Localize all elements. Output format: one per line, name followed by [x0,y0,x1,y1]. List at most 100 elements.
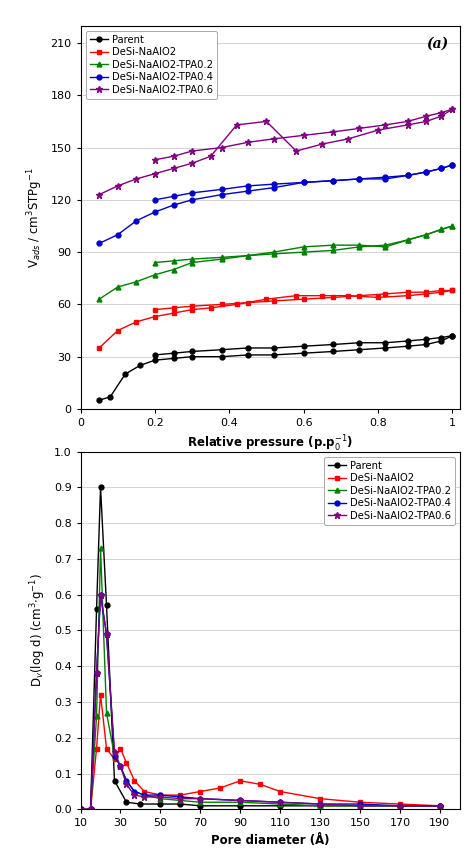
Parent [189,352,195,362]
Parent [137,360,143,371]
Line: DeSi-NaAlO2-TPA0.2: DeSi-NaAlO2-TPA0.2 [78,546,442,812]
DeSi-NaAlO2-TPA0.2 [405,235,410,245]
DeSi-NaAlO2 [237,775,243,786]
DeSi-NaAlO2 [112,754,118,764]
DeSi-NaAlO2 [264,294,269,304]
DeSi-NaAlO2-TPA0.6 [437,801,443,811]
Parent [178,799,183,809]
Parent [198,801,203,811]
DeSi-NaAlO2-TPA0.6 [94,668,100,678]
Parent [237,801,243,811]
DeSi-NaAlO2 [346,291,351,301]
DeSi-NaAlO2-TPA0.4 [330,176,336,186]
Parent [137,799,143,809]
DeSi-NaAlO2-TPA0.6 [78,804,83,815]
DeSi-NaAlO2-TPA0.4 [189,195,195,205]
DeSi-NaAlO2 [115,325,120,336]
DeSi-NaAlO2-TPA0.2 [171,264,176,274]
DeSi-NaAlO2-TPA0.4 [115,229,120,239]
DeSi-NaAlO2-TPA0.4 [178,792,183,802]
X-axis label: Pore diameter (Å): Pore diameter (Å) [211,834,329,847]
Parent [104,601,109,611]
DeSi-NaAlO2-TPA0.4 [437,801,443,811]
DeSi-NaAlO2-TPA0.4 [198,793,203,803]
DeSi-NaAlO2-TPA0.6 [346,134,351,144]
Parent [122,369,128,379]
DeSi-NaAlO2-TPA0.6 [423,117,429,127]
DeSi-NaAlO2 [437,801,443,811]
Parent [437,801,443,811]
DeSi-NaAlO2-TPA0.2 [189,257,195,268]
DeSi-NaAlO2 [218,783,223,793]
Parent [98,482,103,492]
DeSi-NaAlO2-TPA0.2 [178,796,183,806]
DeSi-NaAlO2-TPA0.4 [142,790,147,800]
DeSi-NaAlO2-TPA0.4 [301,177,307,187]
Line: Parent: Parent [78,485,442,812]
DeSi-NaAlO2-TPA0.6 [405,120,410,130]
Parent [271,350,277,360]
DeSi-NaAlO2-TPA0.4 [124,775,129,786]
DeSi-NaAlO2 [94,744,100,754]
DeSi-NaAlO2-TPA0.6 [237,796,243,806]
DeSi-NaAlO2 [96,343,102,353]
Parent [423,339,429,349]
DeSi-NaAlO2-TPA0.2 [437,801,443,811]
DeSi-NaAlO2 [171,308,176,319]
DeSi-NaAlO2-TPA0.6 [157,792,163,802]
DeSi-NaAlO2-TPA0.2 [124,775,129,786]
DeSi-NaAlO2 [438,287,444,297]
DeSi-NaAlO2-TPA0.6 [277,797,283,808]
DeSi-NaAlO2-TPA0.6 [104,629,109,639]
DeSi-NaAlO2-TPA0.2 [277,799,283,809]
DeSi-NaAlO2-TPA0.4 [383,174,388,184]
DeSi-NaAlO2-TPA0.6 [118,762,123,772]
DeSi-NaAlO2-TPA0.4 [397,801,403,811]
DeSi-NaAlO2-TPA0.6 [375,125,381,135]
DeSi-NaAlO2-TPA0.2 [142,790,147,800]
DeSi-NaAlO2-TPA0.6 [198,793,203,803]
DeSi-NaAlO2-TPA0.4 [118,762,123,772]
Parent [356,344,362,354]
DeSi-NaAlO2-TPA0.4 [132,786,137,797]
Y-axis label: D$_v$(log d) (cm$^3$$\cdot$g$^{-1}$): D$_v$(log d) (cm$^3$$\cdot$g$^{-1}$) [28,573,48,688]
DeSi-NaAlO2-TPA0.4 [104,629,109,639]
DeSi-NaAlO2-TPA0.2 [383,242,388,252]
DeSi-NaAlO2-TPA0.6 [293,146,299,156]
DeSi-NaAlO2 [319,291,325,301]
DeSi-NaAlO2-TPA0.4 [277,797,283,808]
DeSi-NaAlO2-TPA0.6 [124,780,129,790]
DeSi-NaAlO2-TPA0.2 [357,801,363,811]
Parent [219,352,225,362]
DeSi-NaAlO2-TPA0.4 [96,239,102,249]
DeSi-NaAlO2-TPA0.4 [438,164,444,174]
DeSi-NaAlO2-TPA0.6 [112,747,118,757]
DeSi-NaAlO2-TPA0.2 [317,801,323,811]
DeSi-NaAlO2-TPA0.6 [397,801,403,811]
DeSi-NaAlO2-TPA0.6 [171,164,176,174]
Parent [152,355,158,366]
DeSi-NaAlO2 [134,317,139,327]
Parent [88,804,93,815]
Parent [112,775,118,786]
X-axis label: Relative pressure (p.p$_0^{-1}$): Relative pressure (p.p$_0^{-1}$) [187,434,353,453]
DeSi-NaAlO2 [124,757,129,768]
Legend: Parent, DeSi-NaAlO2, DeSi-NaAlO2-TPA0.2, DeSi-NaAlO2-TPA0.4, DeSi-NaAlO2-TPA0.6: Parent, DeSi-NaAlO2, DeSi-NaAlO2-TPA0.2,… [324,457,455,525]
Parent [124,797,129,808]
Text: (b): (b) [426,463,449,476]
DeSi-NaAlO2 [317,793,323,803]
DeSi-NaAlO2-TPA0.4 [237,796,243,806]
DeSi-NaAlO2-TPA0.2 [449,221,455,231]
DeSi-NaAlO2-TPA0.4 [405,170,410,181]
DeSi-NaAlO2-TPA0.6 [208,151,214,161]
DeSi-NaAlO2 [234,299,239,309]
DeSi-NaAlO2 [88,804,93,815]
DeSi-NaAlO2-TPA0.2 [157,793,163,803]
DeSi-NaAlO2-TPA0.4 [317,799,323,809]
DeSi-NaAlO2-TPA0.2 [397,801,403,811]
DeSi-NaAlO2-TPA0.2 [152,269,158,279]
Parent [245,350,251,360]
Parent [438,336,444,346]
Parent [108,392,113,402]
Parent [357,801,363,811]
